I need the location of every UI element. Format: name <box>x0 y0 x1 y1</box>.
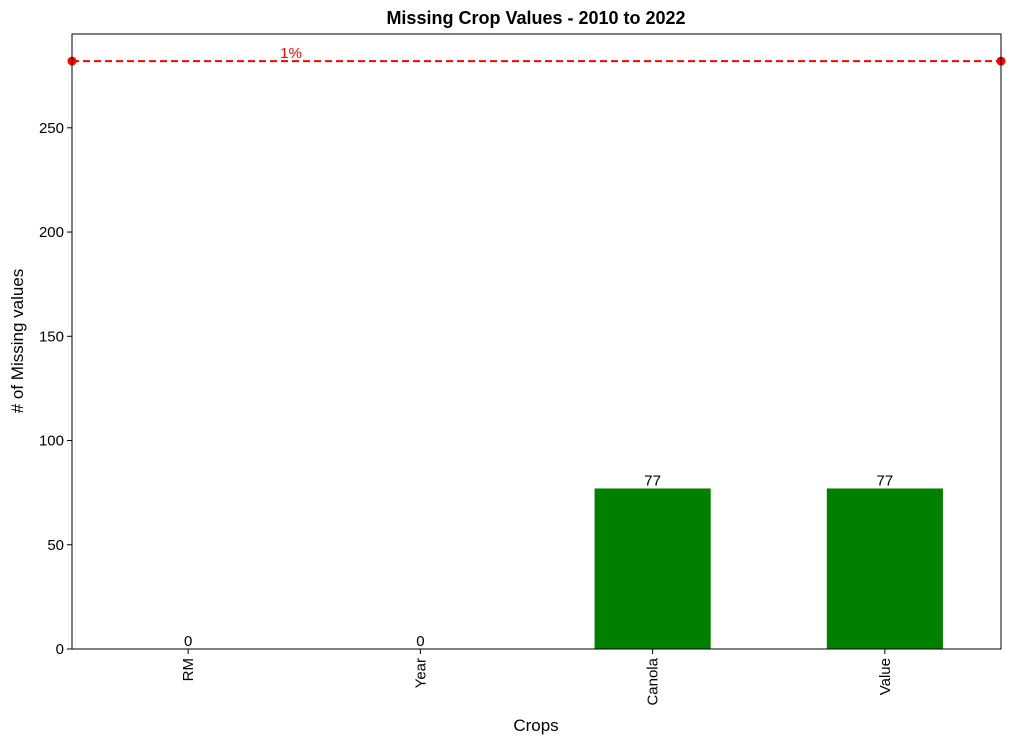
data-label-rm: 0 <box>184 633 192 650</box>
x-axis-label: Crops <box>513 716 558 735</box>
y-axis-label: # of Missing values <box>8 269 27 414</box>
data-label-year: 0 <box>416 633 424 650</box>
bar-value <box>826 488 943 649</box>
y-tick-label: 250 <box>39 120 64 137</box>
data-label-canola: 77 <box>644 472 661 489</box>
x-tick-label-year: Year <box>412 658 429 688</box>
y-tick-label: 0 <box>56 641 64 658</box>
x-tick-label-value: Value <box>877 658 894 695</box>
x-tick-label-canola: Canola <box>645 657 662 705</box>
reference-line-label: 1% <box>280 45 302 62</box>
y-tick-label: 50 <box>47 537 64 554</box>
y-tick-label: 100 <box>39 433 64 450</box>
bars-group: 0 0 77 77 <box>184 472 943 650</box>
plot-frame <box>71 33 1002 650</box>
y-tick-label: 150 <box>39 328 64 345</box>
chart-title: Missing Crop Values - 2010 to 2022 <box>386 8 685 28</box>
x-axis-ticks: RM Year Canola Value <box>180 649 894 706</box>
data-label-value: 77 <box>877 472 894 489</box>
bar-canola <box>594 488 711 649</box>
x-tick-label-rm: RM <box>180 658 197 681</box>
y-axis-ticks: 0 50 100 150 200 250 <box>39 120 72 658</box>
y-tick-label: 200 <box>39 224 64 241</box>
reference-line-group: 1% <box>67 45 1006 66</box>
